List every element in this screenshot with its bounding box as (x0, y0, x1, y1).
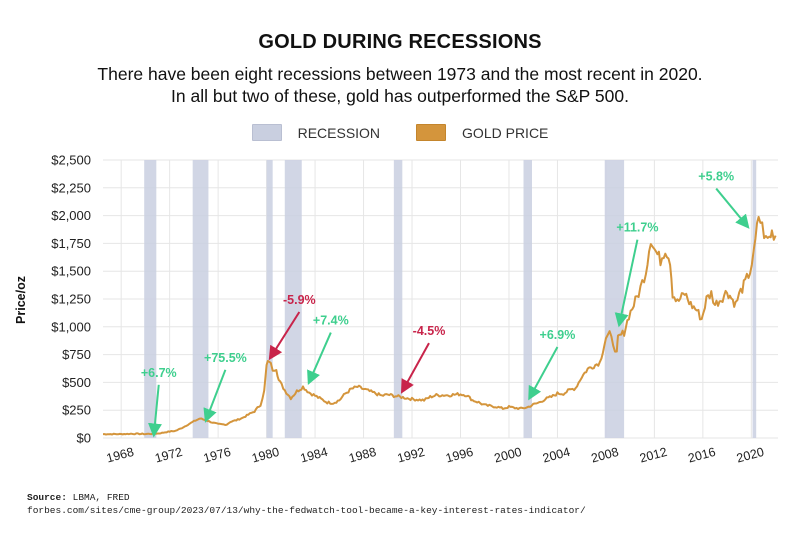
x-tick-label-11: 2012 (638, 445, 669, 466)
annotation-arrow-4 (400, 342, 430, 394)
subtitle-line-1: There have been eight recessions between… (97, 64, 703, 84)
source-note: Source: LBMA, FRED forbes.com/sites/cme-… (27, 492, 586, 517)
chart-legend: RECESSION GOLD PRICE (0, 124, 800, 141)
y-tick-label-8: $2,000 (51, 208, 91, 223)
recession-band-1 (192, 160, 209, 438)
x-tick-label-4: 1984 (299, 445, 330, 466)
recession-band-7 (752, 160, 757, 438)
annotation-arrow-1 (203, 369, 227, 423)
recession-band-5 (523, 160, 532, 438)
annotation-label-0: +6.7% (141, 366, 177, 380)
annotation-arrow-3 (307, 332, 332, 385)
annotation-label-7: +5.8% (698, 170, 734, 184)
y-tick-label-5: $1,250 (51, 292, 91, 307)
annotations: +6.7% +75.5% -5.9% +7.4% -4.5% +6.9% +11.7% +5.… (141, 170, 750, 438)
recession-band-6 (604, 160, 625, 438)
recession-band-2 (266, 160, 273, 438)
y-tick-label-9: $2,250 (51, 180, 91, 195)
recession-band-4 (393, 160, 403, 438)
source-label: Source: (27, 492, 67, 503)
legend-item-recession: RECESSION (251, 124, 381, 141)
annotation-label-2: -5.9% (283, 293, 316, 307)
x-tick-label-6: 1992 (396, 445, 427, 466)
gold-swatch (416, 124, 447, 141)
x-tick-label-7: 1996 (444, 445, 475, 466)
source-url: forbes.com/sites/cme-group/2023/07/13/wh… (27, 504, 586, 516)
x-tick-label-1: 1972 (153, 445, 184, 466)
x-tick-label-5: 1988 (347, 445, 378, 466)
y-tick-label-6: $1,500 (51, 264, 91, 279)
recession-band-3 (284, 160, 302, 438)
x-tick-label-9: 2004 (541, 445, 572, 466)
annotation-label-6: +11.7% (616, 221, 658, 235)
y-tick-label-4: $1,000 (51, 319, 91, 334)
x-tick-label-0: 1968 (105, 445, 136, 466)
annotation-arrow-6 (614, 239, 639, 328)
x-tick-label-8: 2000 (493, 445, 524, 466)
annotation-label-1: +75.5% (204, 351, 247, 365)
x-axis-ticks: 1968 1972 1976 1980 1984 1988 1992 1996 2000 2004… (105, 445, 766, 466)
legend-item-gold: GOLD PRICE (416, 124, 548, 141)
y-axis-ticks: $0 $250 $500 $750 $1,000 $1,250 $1,500 $1,750 $2… (51, 153, 91, 446)
recession-swatch (251, 124, 282, 141)
annotation-arrow-5 (528, 346, 559, 401)
y-tick-label-2: $500 (62, 375, 91, 390)
annotation-arrow-2 (268, 311, 301, 361)
x-tick-label-3: 1980 (250, 445, 281, 466)
x-tick-label-2: 1976 (202, 445, 233, 466)
recession-band-0 (144, 160, 157, 438)
annotation-arrow-7 (715, 187, 750, 229)
source-text: LBMA, FRED (72, 492, 130, 503)
x-tick-label-12: 2016 (687, 445, 718, 466)
subtitle-line-2: In all but two of these, gold has outper… (171, 86, 629, 106)
annotation-arrow-0 (148, 384, 162, 438)
x-tick-label-13: 2020 (735, 445, 766, 466)
annotation-label-3: +7.4% (313, 314, 349, 328)
y-tick-label-10: $2,500 (51, 153, 91, 168)
y-tick-label-3: $750 (62, 347, 91, 362)
recession-bands (144, 160, 757, 438)
x-tick-label-10: 2008 (590, 445, 621, 466)
annotation-label-4: -4.5% (413, 324, 446, 338)
annotation-label-5: +6.9% (540, 328, 576, 342)
y-tick-label-1: $250 (62, 403, 91, 418)
legend-label-recession: RECESSION (297, 124, 381, 141)
y-tick-label-7: $1,750 (51, 236, 91, 251)
chart-subtitle: There have been eight recessions between… (0, 63, 800, 107)
legend-label-gold: GOLD PRICE (462, 124, 549, 141)
chart-title: GOLD DURING RECESSIONS (258, 31, 542, 53)
y-tick-label-0: $0 (77, 431, 91, 446)
